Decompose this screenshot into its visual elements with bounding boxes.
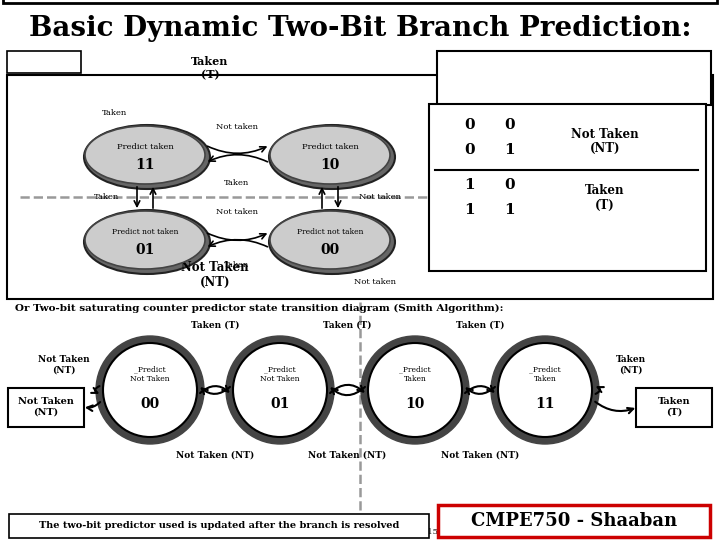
- FancyBboxPatch shape: [636, 388, 712, 427]
- Circle shape: [226, 336, 334, 444]
- Text: Not taken: Not taken: [216, 208, 258, 216]
- Text: 1: 1: [505, 203, 516, 217]
- Ellipse shape: [269, 210, 395, 274]
- Text: 11: 11: [135, 158, 155, 172]
- Text: Not Taken
(NT): Not Taken (NT): [181, 261, 249, 289]
- Text: 10: 10: [320, 158, 340, 172]
- FancyBboxPatch shape: [438, 505, 710, 537]
- Text: Not taken: Not taken: [216, 123, 258, 131]
- Text: Taken
(T): Taken (T): [657, 397, 690, 417]
- Ellipse shape: [85, 211, 205, 269]
- FancyBboxPatch shape: [3, 0, 717, 3]
- Text: #5   lec #6   Spring 2015  2-24-2015: #5 lec #6 Spring 2015 2-24-2015: [282, 528, 438, 536]
- Ellipse shape: [269, 125, 395, 189]
- Text: Taken: Taken: [102, 109, 127, 117]
- Text: (NT): (NT): [590, 141, 620, 154]
- Text: Predict not taken: Predict not taken: [112, 228, 179, 236]
- Circle shape: [233, 343, 327, 437]
- Text: Two-bit Predictor State
Transition Diagram (in textbook): Two-bit Predictor State Transition Diagr…: [470, 66, 678, 90]
- Text: Taken: Taken: [225, 261, 250, 269]
- Text: From 551: From 551: [18, 57, 70, 66]
- Text: Predict taken: Predict taken: [302, 143, 359, 151]
- Text: Not taken: Not taken: [359, 193, 401, 201]
- Text: _Predict
Not Taken: _Predict Not Taken: [260, 366, 300, 383]
- Text: _Predict
Taken: _Predict Taken: [399, 366, 431, 383]
- Text: 0: 0: [464, 143, 475, 157]
- Ellipse shape: [270, 126, 390, 184]
- Text: Taken
(NT): Taken (NT): [616, 355, 646, 375]
- Circle shape: [368, 343, 462, 437]
- Text: 01: 01: [135, 243, 155, 257]
- Text: CMPE750 - Shaaban: CMPE750 - Shaaban: [471, 512, 677, 530]
- Text: Basic Dynamic Two-Bit Branch Prediction:: Basic Dynamic Two-Bit Branch Prediction:: [29, 15, 691, 42]
- Text: Taken
(T): Taken (T): [192, 56, 229, 80]
- Text: Taken (T): Taken (T): [456, 321, 504, 329]
- Text: 00: 00: [140, 397, 160, 411]
- FancyBboxPatch shape: [437, 51, 711, 105]
- Text: 01: 01: [270, 397, 289, 411]
- Text: 11: 11: [535, 397, 554, 411]
- FancyBboxPatch shape: [429, 104, 706, 271]
- Ellipse shape: [270, 211, 390, 269]
- Text: Not Taken (NT): Not Taken (NT): [176, 450, 254, 460]
- FancyBboxPatch shape: [7, 51, 81, 73]
- Circle shape: [498, 343, 592, 437]
- Text: The two-bit predictor used is updated after the branch is resolved: The two-bit predictor used is updated af…: [39, 522, 399, 530]
- Text: _Predict
Not Taken: _Predict Not Taken: [130, 366, 170, 383]
- Text: Predict taken: Predict taken: [117, 143, 174, 151]
- Text: Taken: Taken: [94, 193, 120, 201]
- Circle shape: [96, 336, 204, 444]
- Text: Not Taken
(NT): Not Taken (NT): [18, 397, 74, 417]
- Text: Not Taken (NT): Not Taken (NT): [441, 450, 519, 460]
- Text: 0: 0: [464, 118, 475, 132]
- Text: Not taken: Not taken: [354, 278, 396, 286]
- Ellipse shape: [85, 126, 205, 184]
- Text: Not Taken (NT): Not Taken (NT): [308, 450, 386, 460]
- Text: 00: 00: [320, 243, 340, 257]
- FancyBboxPatch shape: [7, 75, 713, 299]
- Text: 0: 0: [505, 178, 516, 192]
- Text: 1: 1: [464, 178, 475, 192]
- Text: _Predict
Taken: _Predict Taken: [529, 366, 561, 383]
- Text: 1: 1: [505, 143, 516, 157]
- Circle shape: [491, 336, 599, 444]
- Text: Not Taken: Not Taken: [571, 127, 639, 140]
- Text: 10: 10: [405, 397, 425, 411]
- Text: Not Taken
(NT): Not Taken (NT): [38, 355, 90, 375]
- Text: Taken: Taken: [225, 179, 250, 187]
- Text: Taken: Taken: [585, 185, 625, 198]
- Text: Predict not taken: Predict not taken: [297, 228, 364, 236]
- Circle shape: [103, 343, 197, 437]
- FancyBboxPatch shape: [9, 514, 429, 538]
- Text: (T): (T): [595, 199, 615, 212]
- Text: Taken (T): Taken (T): [323, 321, 372, 329]
- FancyBboxPatch shape: [8, 388, 84, 427]
- Text: Taken (T): Taken (T): [191, 321, 239, 329]
- Text: Or Two-bit saturating counter predictor state transition diagram (Smith Algorith: Or Two-bit saturating counter predictor …: [15, 303, 503, 313]
- Text: 1: 1: [464, 203, 475, 217]
- Circle shape: [361, 336, 469, 444]
- Ellipse shape: [84, 210, 210, 274]
- Text: 0: 0: [505, 118, 516, 132]
- Ellipse shape: [84, 125, 210, 189]
